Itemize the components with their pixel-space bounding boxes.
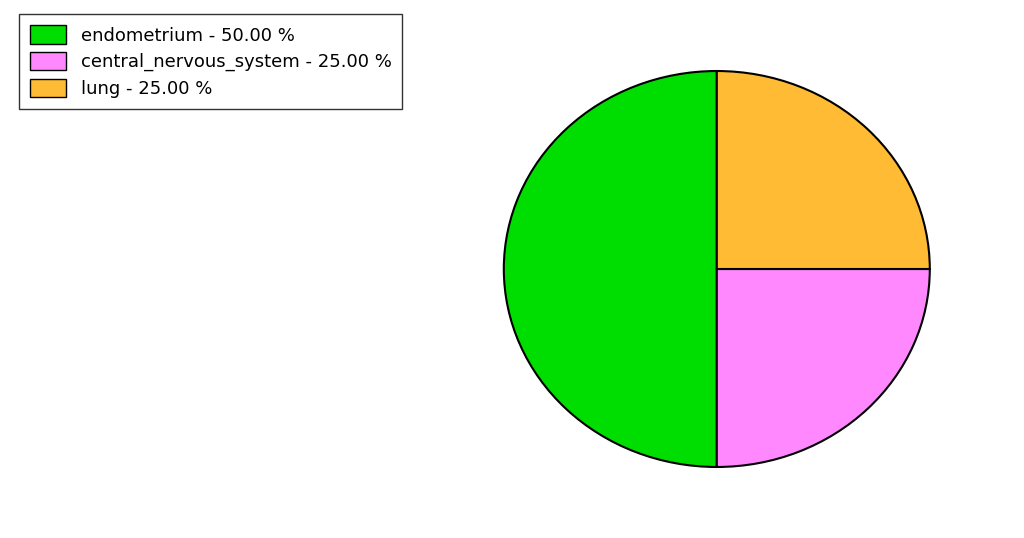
- Wedge shape: [717, 71, 930, 269]
- Legend: endometrium - 50.00 %, central_nervous_system - 25.00 %, lung - 25.00 %: endometrium - 50.00 %, central_nervous_s…: [19, 15, 402, 109]
- Wedge shape: [504, 71, 717, 467]
- Wedge shape: [717, 269, 930, 467]
